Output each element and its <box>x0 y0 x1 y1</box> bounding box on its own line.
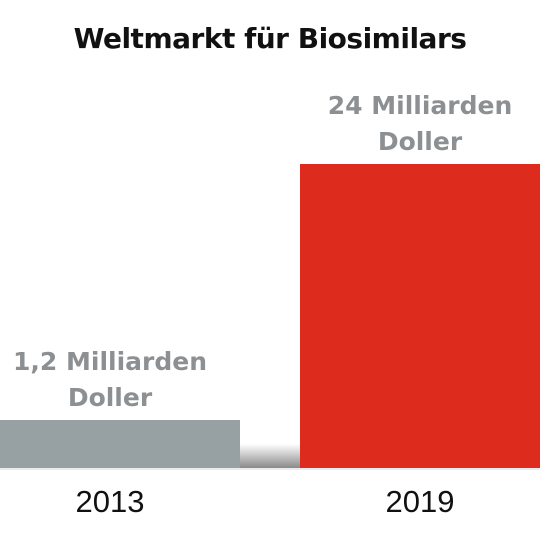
bar-2019 <box>300 164 540 468</box>
bar-2013 <box>0 420 240 468</box>
data-labels-layer: 1,2 Milliarden Doller 24 Milliarden Doller <box>13 91 512 412</box>
data-label-2013-line-1: 1,2 Milliarden <box>13 347 207 376</box>
x-tick-label-2019: 2019 <box>386 484 455 519</box>
bar-gap-shadow <box>240 444 300 468</box>
x-tick-label-2013: 2013 <box>76 484 145 519</box>
data-label-2019-line-1: 24 Milliarden <box>328 91 513 120</box>
data-label-2019-line-2: Doller <box>378 127 463 156</box>
data-label-2013-line-2: Doller <box>68 383 153 412</box>
x-tick-labels-layer: 2013 2019 <box>76 484 455 519</box>
bars-layer <box>0 164 540 470</box>
chart-title: Weltmarkt für Biosimilars <box>73 22 467 55</box>
